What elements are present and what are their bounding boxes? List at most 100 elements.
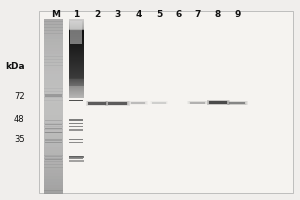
Bar	[44, 121, 63, 124]
Bar	[45, 120, 62, 121]
Bar	[44, 109, 63, 112]
Bar	[69, 41, 84, 43]
Bar	[69, 156, 84, 158]
Bar	[69, 65, 84, 67]
Bar	[69, 78, 84, 80]
Text: 5: 5	[156, 10, 162, 19]
Bar	[69, 37, 84, 39]
Bar	[69, 92, 84, 93]
Bar	[130, 102, 146, 104]
Bar	[69, 27, 84, 28]
Bar	[69, 76, 84, 78]
Bar	[69, 36, 84, 38]
Bar	[69, 84, 84, 86]
Bar	[69, 56, 84, 58]
Bar	[69, 80, 84, 82]
Bar	[44, 19, 63, 22]
Bar	[44, 36, 63, 39]
Bar	[69, 63, 84, 65]
Bar	[69, 60, 84, 62]
Text: 4: 4	[135, 10, 142, 19]
Bar	[69, 142, 83, 143]
Bar	[45, 128, 62, 129]
Bar	[44, 62, 63, 66]
Text: 8: 8	[215, 10, 221, 19]
Bar	[86, 101, 108, 106]
Bar	[44, 88, 63, 92]
Bar	[69, 35, 84, 37]
Bar	[69, 82, 84, 84]
Bar	[88, 102, 106, 105]
Bar	[44, 158, 63, 162]
Bar	[44, 185, 63, 188]
Bar	[45, 124, 62, 125]
Bar	[44, 33, 63, 36]
Bar	[44, 188, 63, 191]
Bar	[44, 167, 63, 170]
Bar	[151, 101, 167, 104]
Bar	[44, 170, 63, 173]
Bar	[69, 54, 84, 56]
Bar	[69, 89, 84, 90]
Bar	[152, 102, 166, 104]
Bar	[69, 62, 84, 64]
Bar	[129, 101, 148, 105]
Bar	[69, 34, 84, 36]
Bar	[69, 23, 84, 24]
Bar	[44, 91, 63, 95]
Bar	[44, 27, 63, 31]
Bar	[44, 129, 63, 133]
Bar	[44, 176, 63, 179]
Bar	[69, 69, 84, 71]
Bar	[40, 11, 293, 193]
Bar	[88, 102, 106, 105]
Bar	[69, 119, 83, 121]
Bar	[44, 103, 63, 106]
Bar	[130, 101, 147, 104]
Bar	[44, 164, 63, 168]
Bar	[45, 159, 62, 160]
Bar	[44, 39, 63, 42]
Bar	[44, 144, 63, 147]
Bar	[69, 53, 84, 55]
Bar	[69, 19, 84, 20]
Bar	[69, 55, 84, 57]
Bar	[69, 32, 84, 34]
Bar	[44, 54, 63, 57]
Bar	[69, 52, 84, 54]
Text: 48: 48	[14, 115, 25, 124]
Bar	[69, 66, 84, 68]
Bar	[44, 182, 63, 185]
Bar	[69, 44, 84, 46]
Bar	[69, 100, 83, 101]
Bar	[44, 59, 63, 63]
Bar	[45, 156, 62, 157]
Bar	[44, 126, 63, 130]
Bar	[44, 155, 63, 159]
Bar	[44, 65, 63, 68]
Bar	[69, 72, 84, 74]
Bar	[107, 102, 128, 105]
Bar	[69, 28, 84, 29]
Bar	[106, 101, 130, 106]
Bar	[131, 102, 146, 104]
Bar	[44, 74, 63, 77]
Bar	[44, 150, 63, 153]
Bar	[44, 30, 63, 34]
Bar	[44, 80, 63, 83]
Bar	[44, 118, 63, 121]
Bar	[69, 90, 84, 91]
Bar	[69, 139, 83, 140]
Bar	[44, 51, 63, 54]
Bar	[44, 97, 63, 101]
Bar	[69, 30, 84, 32]
Bar	[69, 58, 84, 60]
Bar	[69, 21, 84, 22]
Bar	[69, 75, 84, 77]
Bar	[69, 86, 84, 87]
Bar	[44, 173, 63, 176]
Bar	[44, 132, 63, 135]
Bar	[190, 102, 205, 104]
Bar	[44, 115, 63, 118]
Bar	[69, 129, 83, 131]
